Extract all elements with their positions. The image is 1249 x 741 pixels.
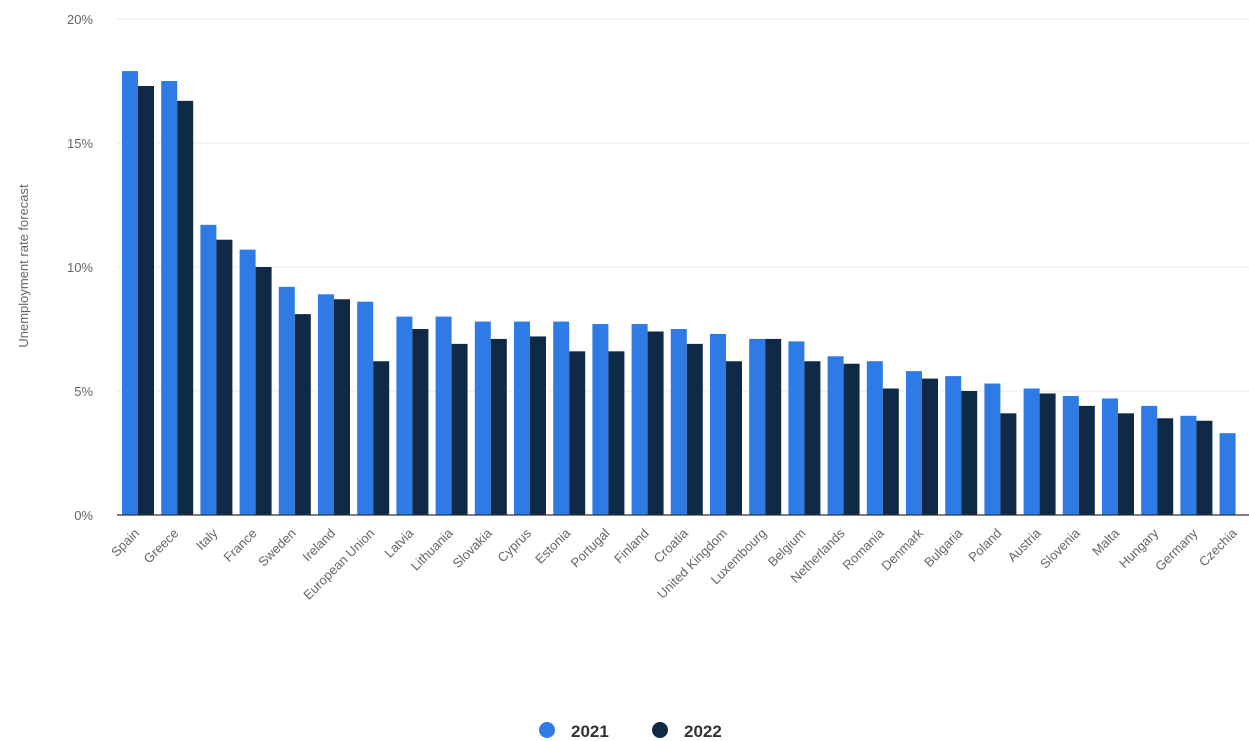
- bar-2021-ireland[interactable]: [318, 294, 334, 515]
- bar-2021-germany[interactable]: [1180, 415, 1197, 515]
- bar-2022-romania[interactable]: [882, 388, 899, 515]
- y-tick-label: 0%: [74, 508, 93, 523]
- bar-2022-netherlands[interactable]: [843, 363, 860, 515]
- x-tick-label: Ireland: [299, 526, 338, 565]
- bar-2022-ireland[interactable]: [334, 299, 350, 515]
- bar-2021-lithuania[interactable]: [435, 316, 452, 515]
- x-tick-label: Lithuania: [408, 525, 456, 573]
- x-tick-label: Italy: [193, 525, 221, 553]
- bar-2022-malta[interactable]: [1118, 413, 1134, 515]
- bar-2021-luxembourg[interactable]: [749, 338, 766, 515]
- bar-2021-poland[interactable]: [984, 383, 1001, 515]
- bar-2022-austria[interactable]: [1039, 393, 1056, 515]
- bar-2022-bulgaria[interactable]: [961, 391, 978, 515]
- x-tick-label: Poland: [965, 526, 1004, 565]
- bar-2021-croatia[interactable]: [670, 329, 687, 515]
- bar-2021-finland[interactable]: [631, 324, 648, 515]
- bar-2021-netherlands[interactable]: [827, 356, 844, 515]
- bar-2022-germany[interactable]: [1196, 420, 1213, 515]
- bar-2022-croatia[interactable]: [686, 343, 703, 515]
- bar-2022-greece[interactable]: [177, 100, 194, 515]
- bar-2021-estonia[interactable]: [553, 321, 570, 515]
- bar-2022-european-union[interactable]: [373, 361, 390, 515]
- x-tick-label: Denmark: [878, 525, 926, 573]
- legend-2021-label[interactable]: 2021: [571, 722, 609, 741]
- bar-2022-belgium[interactable]: [804, 361, 821, 515]
- bar-2022-estonia[interactable]: [569, 351, 586, 515]
- y-tick-label: 10%: [67, 260, 93, 275]
- legend-2021-marker[interactable]: [539, 722, 555, 738]
- bar-2021-romania[interactable]: [866, 361, 883, 515]
- x-tick-label: Bulgaria: [921, 525, 966, 570]
- bar-2021-bulgaria[interactable]: [945, 376, 962, 515]
- bar-2022-hungary[interactable]: [1157, 418, 1174, 515]
- y-axis-ticks: 0% 5% 10% 15% 20%: [67, 12, 93, 523]
- bar-2022-poland[interactable]: [1000, 413, 1017, 515]
- bar-2021-denmark[interactable]: [906, 371, 922, 515]
- x-tick-label: Greece: [141, 526, 182, 567]
- y-tick-label: 20%: [67, 12, 93, 27]
- bar-2021-slovenia[interactable]: [1062, 395, 1079, 515]
- x-tick-label: Latvia: [381, 525, 417, 561]
- bar-2022-sweden[interactable]: [294, 314, 311, 515]
- x-tick-label: Sweden: [255, 526, 299, 570]
- x-tick-label: Slovakia: [450, 525, 496, 571]
- bar-2021-italy[interactable]: [200, 224, 217, 515]
- bar-2022-finland[interactable]: [647, 331, 664, 515]
- bar-2021-france[interactable]: [239, 249, 256, 515]
- bar-2021-spain[interactable]: [122, 71, 138, 515]
- bar-2021-greece[interactable]: [161, 81, 178, 515]
- bar-2022-cyprus[interactable]: [530, 336, 546, 515]
- bar-2022-united-kingdom[interactable]: [726, 361, 742, 515]
- legend-2022-marker[interactable]: [652, 722, 668, 738]
- y-tick-label: 5%: [74, 384, 93, 399]
- x-tick-label: Portugal: [568, 525, 613, 570]
- bar-2022-portugal[interactable]: [608, 351, 625, 515]
- bar-2022-spain[interactable]: [138, 85, 154, 516]
- legend[interactable]: 2021 2022: [539, 722, 722, 741]
- bar-2021-latvia[interactable]: [396, 316, 413, 515]
- x-tick-label: European Union: [300, 526, 377, 603]
- bar-2022-luxembourg[interactable]: [765, 338, 782, 515]
- y-axis-label: Unemployment rate forecast: [16, 184, 31, 348]
- bar-2022-france[interactable]: [255, 267, 272, 515]
- bar-2022-slovakia[interactable]: [490, 338, 507, 515]
- bar-2022-lithuania[interactable]: [451, 343, 468, 515]
- bar-2021-european-union[interactable]: [357, 301, 374, 515]
- x-tick-label: Germany: [1152, 525, 1201, 574]
- x-tick-label: Czechia: [1196, 525, 1240, 569]
- bar-2021-united-kingdom[interactable]: [710, 333, 726, 515]
- bar-2021-czechia[interactable]: [1219, 433, 1236, 515]
- x-tick-label: Finland: [611, 526, 652, 567]
- x-tick-label: Spain: [108, 526, 142, 560]
- bar-2021-cyprus[interactable]: [514, 321, 530, 515]
- bar-2022-denmark[interactable]: [922, 378, 938, 515]
- bar-2021-portugal[interactable]: [592, 324, 609, 515]
- x-tick-label: United Kingdom: [654, 526, 730, 602]
- bars: [122, 71, 1236, 516]
- bar-2022-slovenia[interactable]: [1078, 405, 1095, 515]
- bar-2021-austria[interactable]: [1023, 388, 1040, 515]
- bar-2021-malta[interactable]: [1102, 398, 1118, 515]
- bar-2022-latvia[interactable]: [412, 329, 429, 515]
- bar-2021-slovakia[interactable]: [474, 321, 491, 515]
- bar-2022-italy[interactable]: [216, 239, 233, 515]
- x-tick-label: Cyprus: [494, 525, 534, 565]
- y-tick-label: 15%: [67, 136, 93, 151]
- bar-2021-hungary[interactable]: [1141, 405, 1158, 515]
- bar-2021-belgium[interactable]: [788, 341, 805, 515]
- x-tick-label: Malta: [1089, 525, 1123, 559]
- legend-2022-label[interactable]: 2022: [684, 722, 722, 741]
- x-tick-label: Slovenia: [1037, 525, 1083, 571]
- bar-2021-sweden[interactable]: [278, 286, 295, 515]
